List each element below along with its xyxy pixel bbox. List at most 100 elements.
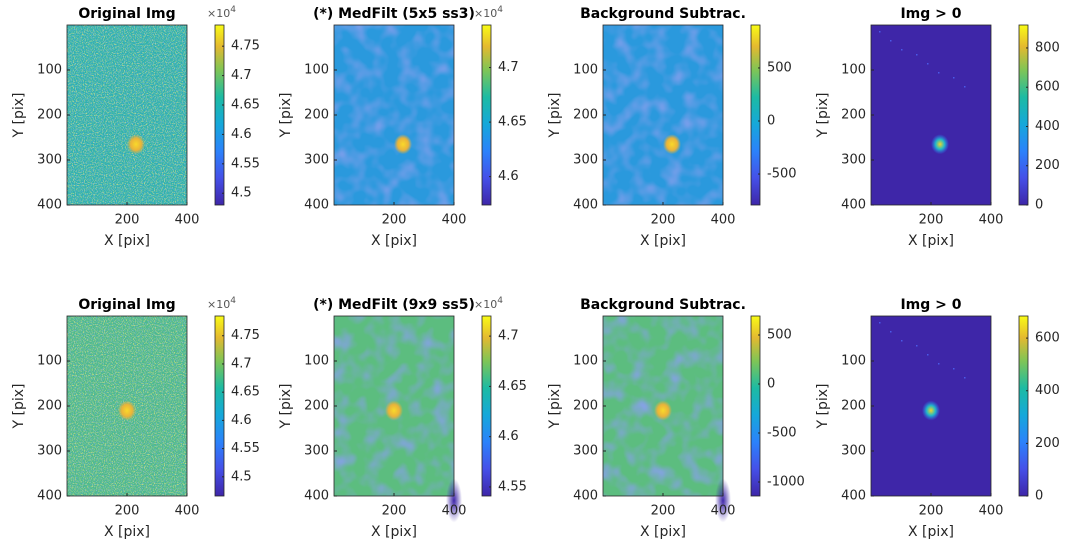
image-texture [603,25,723,205]
y-tick-label: 100 [37,354,62,369]
colorbar-tick-label: 600 [1035,331,1060,346]
x-tick-label: 400 [442,504,467,519]
y-tick-label: 400 [304,489,329,504]
y-tick-label: 400 [573,489,598,504]
title: (*) MedFilt (5x5 ss3) [313,6,475,22]
x-axis-label: X [pix] [640,524,686,540]
image-feature [916,345,918,347]
colorbar [214,24,225,206]
multiplier-base: ×10 [207,298,230,311]
y-tick-label: 100 [304,354,329,369]
image-feature [922,400,940,421]
x-tick-label: 200 [382,504,407,519]
colorbar-tick-label: -500 [767,425,797,440]
colorbar-tick-label: 4.6 [231,127,252,142]
y-tick-label: 200 [37,108,62,123]
y-tick-label: 300 [573,444,598,459]
image-feature [927,354,929,356]
colorbar-tick-label: 0 [767,113,775,128]
subplot: (*) MedFilt (5x5 ss3) X [pix] Y [pix] 200 40… [278,5,527,250]
colorbar [481,315,492,497]
y-axis-label: Y [pix] [11,384,27,430]
colorbar-multiplier: ×104 [474,5,503,21]
x-tick-label: 200 [651,504,676,519]
x-tick-label: 200 [651,213,676,228]
multiplier-exponent: 4 [497,5,503,15]
x-tick-label: 400 [175,504,200,519]
image-feature [127,134,145,155]
y-tick-label: 300 [841,153,866,168]
y-axis-label: Y [pix] [815,384,831,430]
title: (*) MedFilt (9x9 ss5) [313,297,475,313]
colorbar-tick-label: 4.75 [231,328,260,343]
subplot: Img > 0 X [pix] Y [pix] 200 400 100 200 300 400 0… [815,297,1060,540]
y-tick-label: 400 [304,198,329,213]
colorbar-tick-label: 4.65 [498,115,527,130]
x-tick-label: 200 [115,504,140,519]
x-axis-label: X [pix] [908,524,954,540]
colorbar [750,315,761,497]
y-tick-label: 300 [37,153,62,168]
colorbar-tick-label: 4.7 [498,329,519,344]
colorbar-tick-label: 4.5 [231,469,252,484]
x-tick-label: 200 [919,504,944,519]
x-axis-label: X [pix] [908,233,954,249]
colorbar-tick-label: 600 [1035,80,1060,95]
colorbar-tick-label: 0 [1035,489,1043,504]
image-feature [931,134,949,155]
y-axis-label: Y [pix] [815,93,831,139]
x-tick-label: 400 [175,213,200,228]
subplot: Img > 0 X [pix] Y [pix] 200 400 100 200 300 400 0… [815,6,1060,249]
x-axis-label: X [pix] [371,524,417,540]
y-axis-label: Y [pix] [547,93,563,139]
colorbar-tick-label: 4.55 [498,479,527,494]
y-axis-label: Y [pix] [278,93,294,139]
y-tick-label: 200 [573,108,598,123]
subplot: Background Subtrac. X [pix] Y [pix] 200 400 1… [547,297,805,540]
y-tick-label: 400 [841,489,866,504]
colorbar-multiplier: ×104 [207,5,236,21]
colorbar-tick-label: 200 [1035,158,1060,173]
y-tick-label: 200 [841,108,866,123]
colorbar [1018,315,1029,497]
image-feature [938,72,940,74]
x-tick-label: 400 [711,213,736,228]
multiplier-exponent: 4 [230,296,236,306]
multiplier-base: ×10 [474,298,497,311]
colorbar-tick-label: 4.6 [498,429,519,444]
colorbar-tick-label: -500 [767,167,797,182]
colorbar-tick-label: 4.7 [498,60,519,75]
colorbar-tick-label: 4.7 [231,356,252,371]
x-axis-label: X [pix] [104,524,150,540]
y-tick-label: 200 [841,399,866,414]
y-tick-label: 100 [304,63,329,78]
y-tick-label: 100 [841,63,866,78]
image-feature [118,400,136,421]
colorbar-tick-label: 0 [1035,198,1043,213]
subplot: Background Subtrac. X [pix] Y [pix] 200 400 1… [547,6,797,249]
y-tick-label: 100 [573,354,598,369]
image-feature [715,478,731,523]
image-feature [901,49,903,51]
multiplier-exponent: 4 [497,296,503,306]
colorbar-tick-label: 4.6 [231,413,252,428]
y-tick-label: 400 [841,198,866,213]
x-tick-label: 200 [919,213,944,228]
colorbar-tick-label: 4.6 [498,169,519,184]
image-feature [964,377,966,379]
y-tick-label: 400 [573,198,598,213]
y-axis-label: Y [pix] [11,93,27,139]
image-feature [927,63,929,65]
y-tick-label: 100 [573,63,598,78]
colorbar [214,315,225,497]
colorbar-tick-label: 4.65 [231,98,260,113]
x-axis-label: X [pix] [104,233,150,249]
colorbar-tick-label: 0 [767,377,775,392]
colorbar-tick-label: 4.55 [231,156,260,171]
colorbar [481,24,492,206]
colorbar-tick-label: 4.55 [231,441,260,456]
image-feature [964,86,966,88]
title: Img > 0 [900,6,961,22]
